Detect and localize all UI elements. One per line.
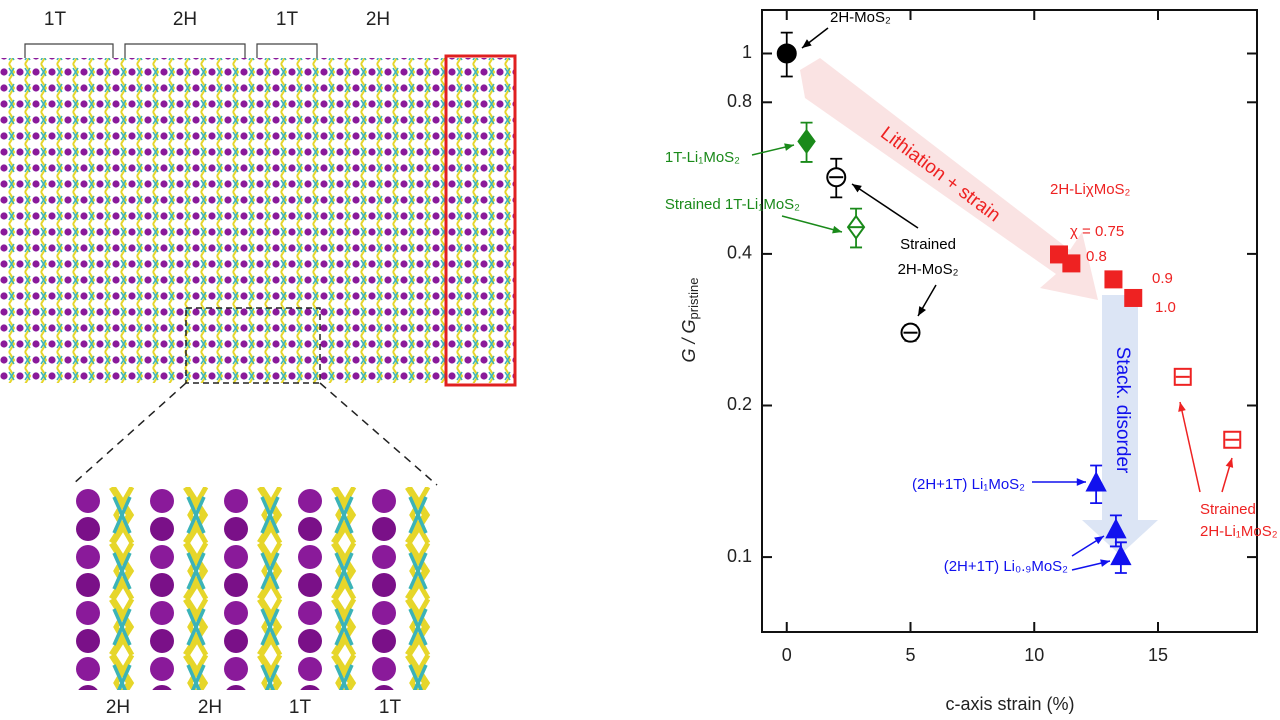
y-label-main: G / G: [679, 319, 699, 362]
point-annotation: Strained: [900, 236, 956, 253]
structure-label: 2H: [106, 697, 130, 718]
arrow-head: [1094, 536, 1104, 545]
y-tick-label: 0.4: [727, 243, 752, 263]
highlight-box: [444, 54, 517, 387]
structure-label: 1T: [289, 697, 312, 718]
annotation-arrow: [851, 183, 919, 229]
marker: [797, 128, 816, 155]
arrow-head: [784, 143, 794, 151]
arrow-head: [832, 225, 842, 234]
marker: [776, 43, 797, 64]
structure-label: 2H: [366, 9, 390, 30]
structure-image: [0, 58, 515, 383]
point-annotation: 2H-MoS₂: [830, 9, 891, 26]
marker: [1062, 254, 1081, 273]
arrow-head: [1100, 559, 1110, 567]
point-annotation: Strained 1T-Li₁MoS₂: [665, 196, 800, 213]
structure-label: 1T: [379, 697, 402, 718]
zoom-box: [185, 307, 321, 384]
arrow-head: [802, 39, 812, 48]
zoom-line: [71, 382, 187, 486]
arrow-head: [1178, 402, 1186, 412]
point-label: 0.9: [1152, 270, 1173, 287]
marker: [1104, 270, 1123, 289]
disorder-arrow: [1082, 295, 1158, 555]
y-label-sub: pristine: [686, 278, 701, 320]
point-annotation: 1T-Li₁MoS₂: [665, 149, 740, 166]
y-axis-label: G / Gpristine: [679, 278, 702, 363]
structure-label: 2H: [173, 9, 197, 30]
annotation: Stack. disorder: [1112, 347, 1133, 474]
point-label: 0.8: [1086, 248, 1107, 265]
y-tick-label: 0.2: [727, 394, 752, 414]
y-tick-label: 0.1: [727, 546, 752, 566]
structure-label: 1T: [276, 9, 299, 30]
arrow-head: [1076, 478, 1086, 486]
marker: [1124, 288, 1143, 307]
point-annotation: 2H-LiχMoS₂: [1050, 181, 1131, 198]
annotation-arrow: [781, 215, 843, 233]
annotation-arrow: [1179, 401, 1201, 493]
y-tick-label: 1: [742, 42, 752, 62]
annotation: Lithiation + strain: [876, 123, 1004, 227]
x-tick-label: 10: [1024, 645, 1044, 665]
point-annotation: 2H-Li₁MoS₂: [1200, 523, 1278, 540]
point-annotation: (2H+1T) Li₀.₉MoS₂: [944, 558, 1068, 575]
lithiation-arrow: [800, 58, 1098, 300]
structure-label: 2H: [198, 697, 222, 718]
plot-frame: [761, 9, 1258, 633]
structure-label: 1T: [44, 9, 67, 30]
x-tick-label: 15: [1148, 645, 1168, 665]
zoom-line: [319, 382, 438, 486]
point-label: 1.0: [1155, 299, 1176, 316]
inset-image: [72, 487, 437, 690]
arrow-head: [918, 306, 926, 316]
x-tick-label: 5: [905, 645, 915, 665]
point-annotation: (2H+1T) Li₁MoS₂: [912, 476, 1025, 493]
marker: [1105, 518, 1127, 539]
point-label: χ = 0.75: [1070, 223, 1124, 240]
y-tick-label: 0.8: [727, 91, 752, 111]
arrow-head: [852, 184, 862, 193]
point-annotation: 2H-MoS₂: [898, 261, 959, 278]
point-annotation: Strained: [1200, 501, 1256, 518]
marker: [1085, 471, 1107, 492]
brackets: [24, 43, 318, 58]
x-tick-label: 0: [782, 645, 792, 665]
arrow-head: [1225, 458, 1234, 468]
x-axis-label: c-axis strain (%): [945, 694, 1074, 714]
marker: [1110, 544, 1132, 566]
